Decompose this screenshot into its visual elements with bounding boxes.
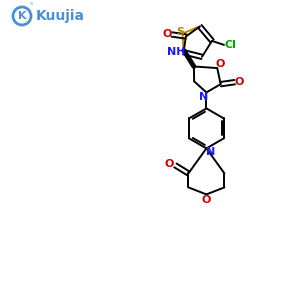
Text: O: O xyxy=(202,195,211,206)
Text: N: N xyxy=(199,92,208,102)
Text: O: O xyxy=(162,29,172,40)
Text: NH: NH xyxy=(167,47,185,58)
Text: O: O xyxy=(165,159,174,170)
Text: O: O xyxy=(235,77,244,87)
Text: N: N xyxy=(206,147,215,158)
Text: Cl: Cl xyxy=(224,40,236,50)
Text: O: O xyxy=(216,59,225,69)
Text: Kuujia: Kuujia xyxy=(36,9,85,23)
Text: S: S xyxy=(176,26,184,37)
Text: °: ° xyxy=(29,3,33,9)
Text: K: K xyxy=(18,11,26,21)
